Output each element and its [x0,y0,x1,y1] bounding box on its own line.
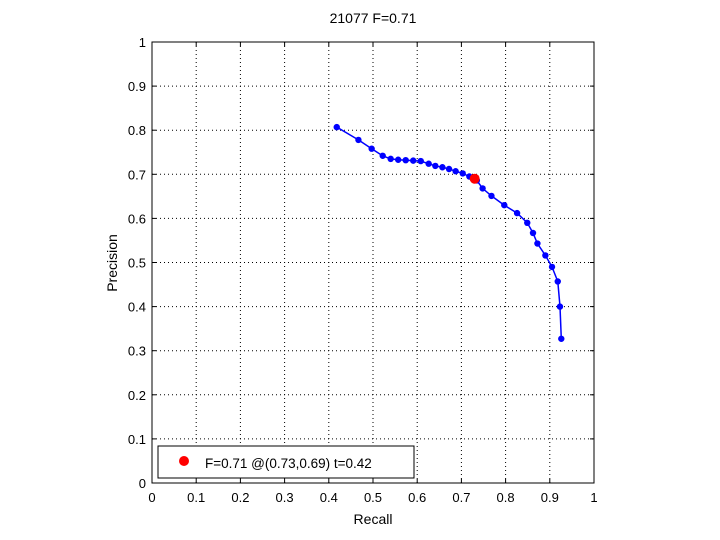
data-point [368,145,375,152]
y-tick-label: 0.2 [128,388,146,403]
data-point [548,263,556,271]
x-tick-labels: 0 0.1 0.2 0.3 0.4 0.5 0.6 0.7 0.8 0.9 1 [148,490,597,505]
x-tick-label: 0.5 [364,490,382,505]
y-tick-label: 0.8 [128,123,146,138]
data-point [534,240,541,247]
x-tick-label: 0.4 [320,490,338,505]
x-axis-label: Recall [354,511,393,527]
data-point [524,219,531,227]
y-tick-label: 1 [139,35,146,50]
data-point [488,192,495,200]
data-point [452,168,459,175]
x-tick-label: 0.1 [187,490,205,505]
y-axis-label: Precision [104,234,120,292]
legend: F=0.71 @(0.73,0.69) t=0.42 [157,445,415,479]
data-point [355,136,362,144]
y-tick-label: 0.6 [128,211,146,226]
y-tick-label: 0.9 [128,79,146,94]
data-point [333,123,340,131]
y-tick-label: 0.1 [128,432,146,447]
legend-marker-dot [179,456,189,466]
data-point [459,170,466,177]
data-point [432,162,439,170]
data-point [513,209,521,217]
legend-box [157,445,415,479]
data-point [445,165,453,173]
legend-label: F=0.71 @(0.73,0.69) t=0.42 [205,456,372,471]
data-point [529,229,537,237]
data-point [554,278,561,285]
x-tick-label: 0.3 [276,490,294,505]
y-tick-labels: 0 0.1 0.2 0.3 0.4 0.5 0.6 0.7 0.8 0.9 1 [128,35,146,491]
data-point [394,156,402,163]
y-tick-label: 0.3 [128,344,146,359]
data-point [410,157,417,164]
data-point [402,156,409,164]
data-point [379,152,386,159]
data-point [417,157,424,165]
data-point [479,185,486,192]
x-tick-label: 0.7 [452,490,470,505]
data-point [425,160,432,167]
data-point [542,252,549,259]
data-point [439,164,446,171]
data-point [556,303,564,310]
x-tick-label: 0 [148,490,155,505]
chart-title: 21077 F=0.71 [330,10,417,26]
grid-lines [152,42,594,483]
data-point [387,155,394,163]
x-tick-label: 0.2 [231,490,249,505]
axis-ticks [151,41,595,484]
best-f-point [469,173,480,184]
x-tick-label: 0.6 [408,490,426,505]
x-tick-label: 0.9 [541,490,559,505]
y-tick-label: 0.7 [128,167,146,182]
x-tick-label: 1 [590,490,597,505]
series-layer [333,123,565,342]
data-point [558,335,565,342]
x-tick-label: 0.8 [497,490,515,505]
data-point [501,201,508,209]
y-tick-label: 0.5 [128,256,146,271]
y-tick-label: 0.4 [128,300,146,315]
y-tick-label: 0 [139,476,146,491]
